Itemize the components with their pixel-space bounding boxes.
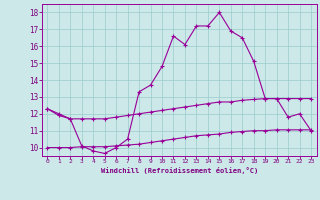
X-axis label: Windchill (Refroidissement éolien,°C): Windchill (Refroidissement éolien,°C) — [100, 167, 258, 174]
